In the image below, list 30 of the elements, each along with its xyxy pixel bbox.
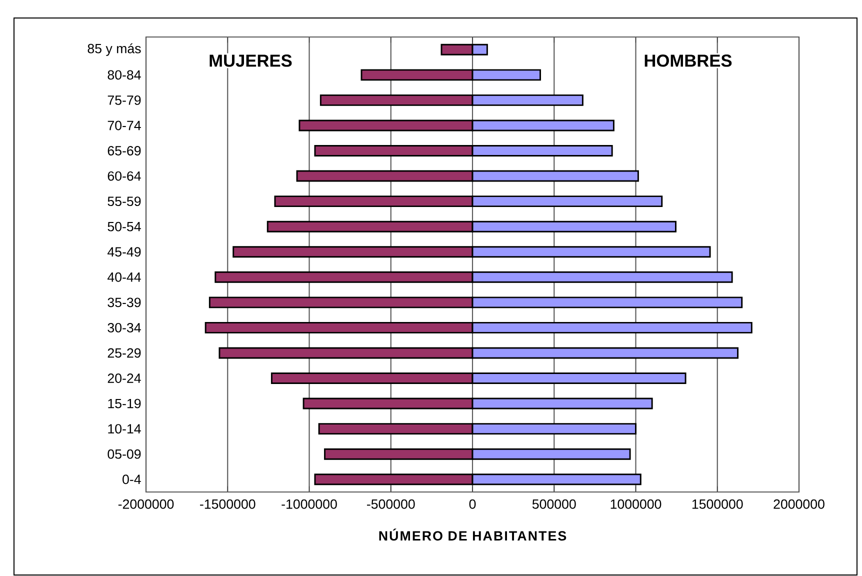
y-tick-label: 25-29 [108,348,141,358]
y-tick-label: 85 y más [88,43,141,56]
y-tick-label: 15-19 [108,398,141,408]
y-tick-label: 10-14 [108,424,141,434]
y-tick-label: 05-09 [108,449,141,459]
y-tick-label: 50-54 [108,222,141,232]
x-tick-label: 1000000 [610,499,662,509]
x-tick-label: 1500000 [692,499,743,509]
y-tick-label: 55-59 [108,196,141,206]
y-tick-label: 45-49 [108,247,141,257]
legend-label: HOMBRES [644,54,732,67]
y-tick-label: 75-79 [108,95,141,105]
x-tick-label: -1500000 [200,499,256,509]
y-tick-label: 20-24 [108,374,141,383]
legend-label: MUJERES [210,54,292,67]
y-tick-label: 65-69 [108,146,141,156]
x-tick-label: -1000000 [282,499,337,509]
x-tick-label: 2000000 [774,499,824,509]
y-tick-label: 0-4 [122,474,141,484]
y-tick-label: 80-84 [108,70,141,80]
x-tick-label: 500000 [532,499,576,509]
x-tick-label: 0 [469,499,476,509]
x-tick-label: -500000 [367,499,415,509]
y-tick-label: 60-64 [108,171,141,181]
y-tick-label: 30-34 [108,322,141,332]
x-axis-title: NÚMERO DE HABITANTES [379,528,566,541]
y-tick-label: 35-39 [108,298,141,308]
y-tick-label: 70-74 [108,120,141,130]
x-tick-label: -2000000 [118,499,174,509]
y-tick-label: 40-44 [108,272,141,282]
